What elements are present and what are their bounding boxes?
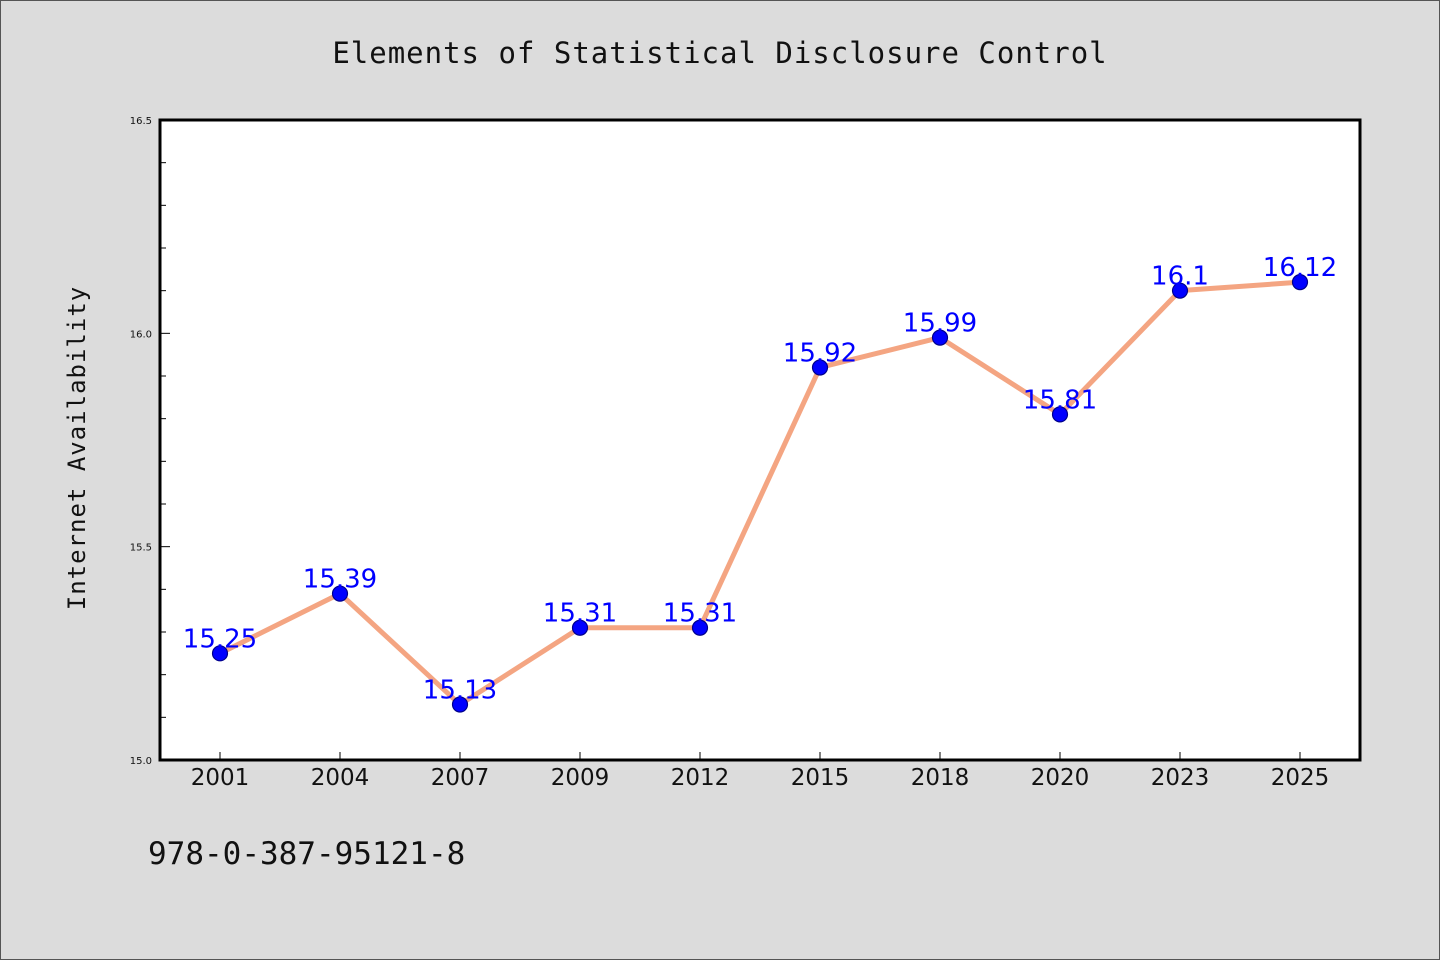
- data-label: 15.99: [903, 309, 977, 339]
- y-tick-label: 16.0: [130, 329, 152, 340]
- x-tick-label: 2007: [431, 765, 490, 791]
- data-label: 15.31: [663, 599, 737, 629]
- data-point: [691, 619, 709, 636]
- series-group: 15.25 15.39 15.13 15.31 15.31 15.92 15.99 15.81…: [183, 253, 1337, 713]
- x-tick-label: 2023: [1151, 765, 1210, 791]
- plot-area: [158, 118, 1362, 762]
- series-line: [217, 279, 1303, 708]
- x-tick-label: 2020: [1031, 765, 1090, 791]
- x-tick-label: 2025: [1271, 765, 1330, 791]
- data-point: [811, 359, 829, 376]
- y-tick-label: 16.5: [130, 116, 152, 127]
- data-label: 15.13: [423, 676, 497, 706]
- y-tick-group: 15.0 15.5 16.0 16.5: [130, 116, 170, 767]
- y-tick-label: 15.5: [130, 543, 152, 554]
- y-tick-label: 15.0: [130, 756, 152, 767]
- y-axis-label: Internet Availability: [63, 286, 91, 610]
- data-label: 15.92: [783, 338, 857, 368]
- data-point: [1051, 406, 1069, 423]
- data-point: [931, 329, 949, 346]
- data-point: [1291, 274, 1309, 291]
- x-tick-label: 2009: [551, 765, 610, 791]
- x-tick-label: 2015: [791, 765, 850, 791]
- x-tick-label: 2004: [311, 765, 370, 791]
- data-point: [211, 645, 229, 662]
- data-label: 16.12: [1263, 253, 1337, 283]
- data-point: [451, 696, 469, 713]
- chart-title: Elements of Statistical Disclosure Contr…: [332, 36, 1107, 70]
- x-tick-label: 2018: [911, 765, 970, 791]
- data-label: 15.81: [1023, 385, 1097, 415]
- data-label: 16.1: [1151, 262, 1209, 292]
- data-label: 15.25: [183, 624, 257, 654]
- data-point: [571, 619, 589, 636]
- data-point: [1171, 282, 1189, 299]
- data-point: [331, 585, 349, 602]
- footer-isbn: 978-0-387-95121-8: [148, 836, 465, 872]
- data-label: 15.31: [543, 599, 617, 629]
- x-tick-group: 2001 2004 2007 2009 2012 2015 2018 2020 2023 2025: [191, 752, 1330, 791]
- x-tick-label: 2012: [671, 765, 730, 791]
- data-label: 15.39: [303, 565, 377, 595]
- x-tick-label: 2001: [191, 765, 250, 791]
